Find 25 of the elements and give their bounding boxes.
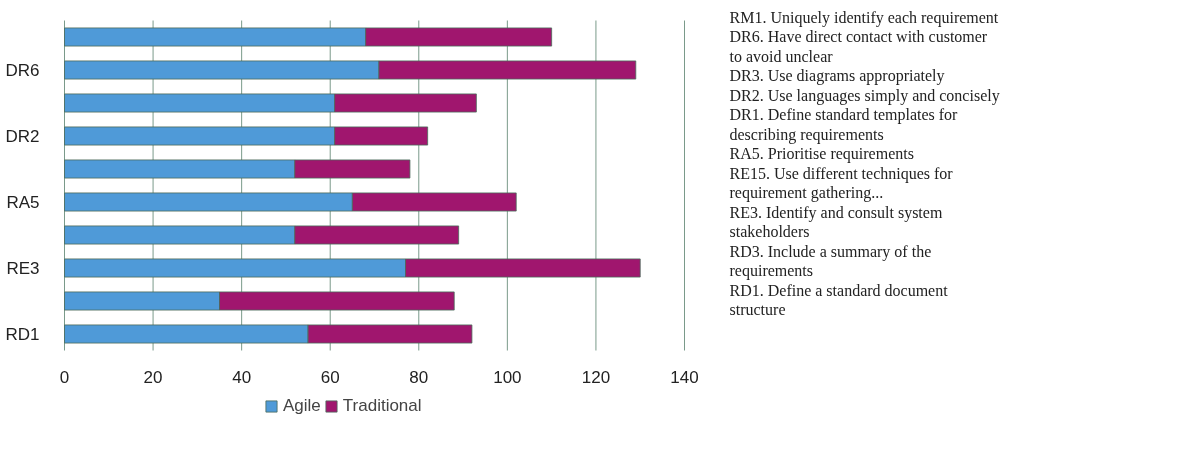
y-tick-label: DR2 [5,126,40,146]
text: RA5. Prioritise requirements [729,145,914,163]
legend-label: Agile [283,396,321,416]
text: DR6. Have direct contact with customer to avoid unclear [729,28,988,65]
text: RM1. Uniquely identify each requirement [729,8,999,27]
y-tick-label: RE3 [6,258,40,278]
text: RD3. Include a summary of the requirements [729,242,932,280]
x-tick-label: 20 [143,367,163,387]
y-tick-label: DR6 [5,60,40,80]
x-tick-label: 120 [581,367,611,387]
text: DR3. Use diagrams appropriately [729,67,945,85]
x-tick-label: 100 [493,367,522,387]
text: DR2. Use languages simply and concisely [729,86,1000,105]
text: DR1. Define standard templates for describing requirements [729,106,959,144]
y-tick-label: RA5 [6,192,40,212]
x-tick-label: 140 [670,367,699,387]
y-tick-label: RD1 [5,324,40,344]
x-tick-label: 0 [59,367,70,387]
x-tick-label: 40 [232,367,252,387]
text: RE3. Identify and consult system stakeholders [729,203,943,240]
x-tick-label: 60 [320,367,340,387]
text: RD1. Define a standard document structure [729,281,949,318]
text: RE15. Use different techniques for requirement gathering... [729,164,954,202]
x-tick-label: 80 [409,367,429,387]
legend-label: Traditional [342,396,422,416]
